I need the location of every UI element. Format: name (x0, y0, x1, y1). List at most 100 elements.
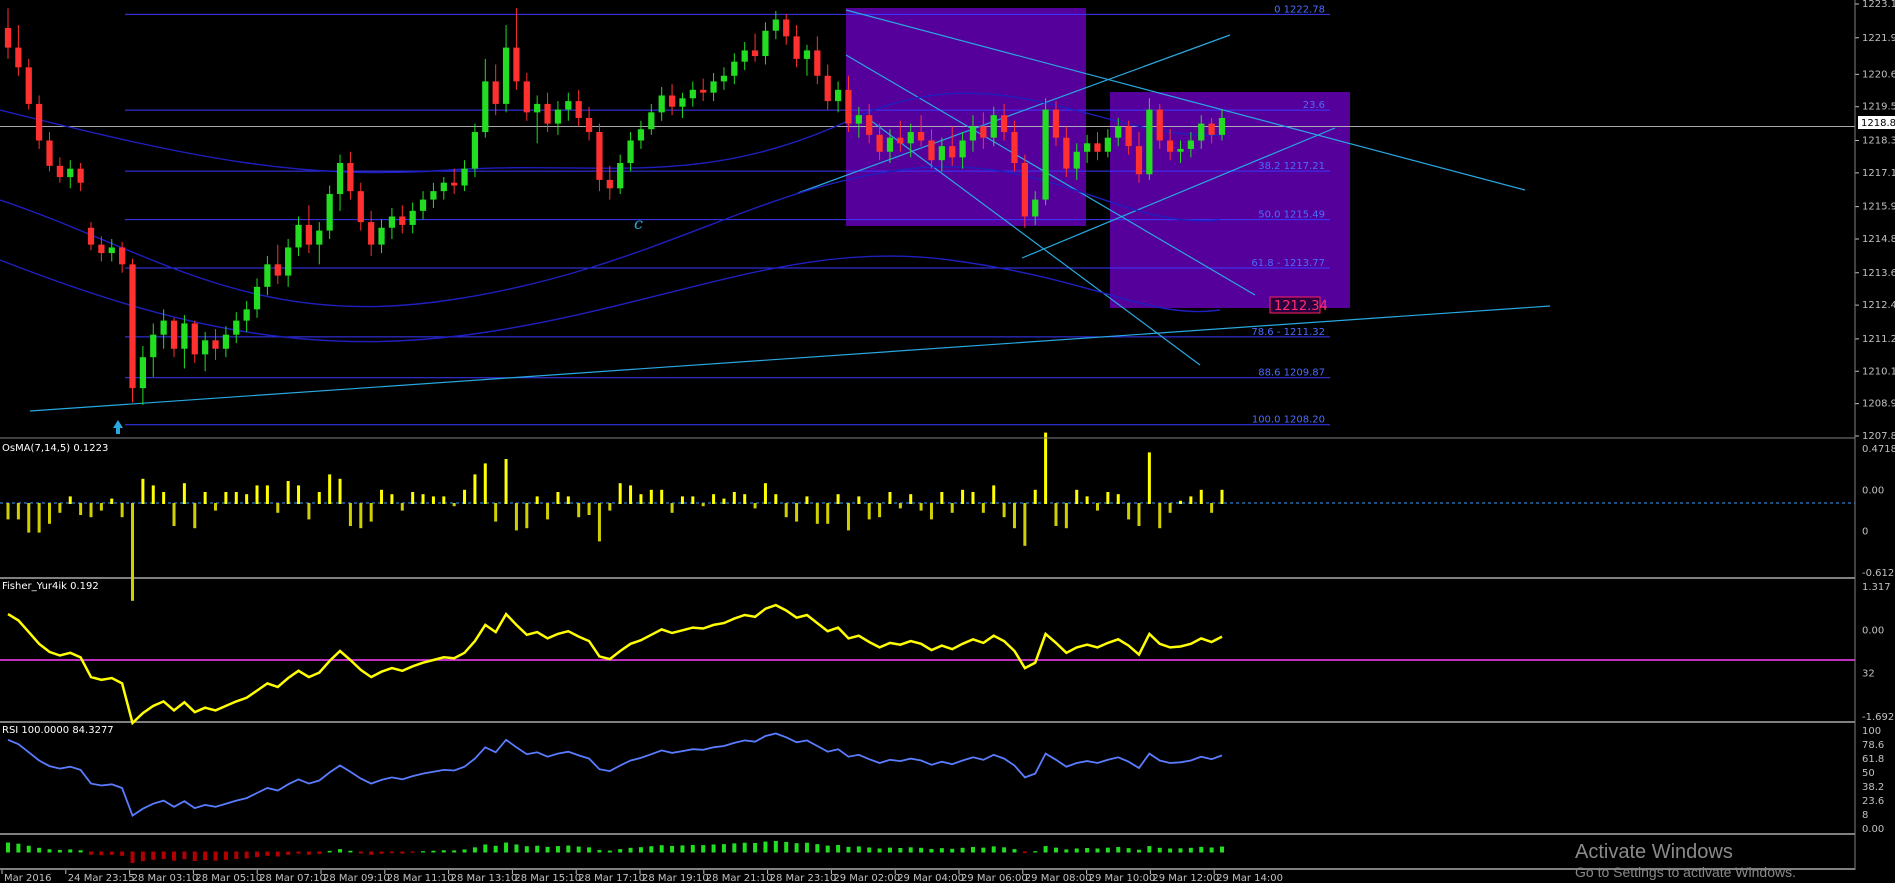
extra-bar (286, 851, 291, 855)
extra-bar (597, 850, 602, 853)
time-tick-label: 29 Mar 02:00 (833, 873, 900, 883)
osma-bar (214, 503, 218, 511)
activate-windows-watermark: Activate Windows Go to Settings to activ… (1575, 841, 1796, 881)
candle-body (1042, 109, 1049, 200)
extra-bar (784, 841, 789, 853)
extra-bar (379, 851, 384, 854)
arrow-up-icon (113, 420, 123, 434)
extra-bar (234, 851, 239, 860)
indicator-axis-label: -0.6129 (1862, 568, 1895, 579)
candle-body (419, 199, 427, 211)
extra-bar (773, 840, 778, 853)
candle-body (513, 47, 520, 82)
candle-body (876, 134, 883, 152)
candle-body (1146, 109, 1153, 175)
time-tick-label: 29 Mar 14:00 (1216, 873, 1283, 883)
osma-bar (1085, 496, 1089, 504)
extra-bar (991, 846, 996, 853)
osma-bar (297, 485, 301, 504)
osma-bar (546, 503, 550, 520)
candle-body (814, 50, 821, 76)
candle-body (834, 89, 842, 102)
indicator-axis-label: 1.317 (1862, 582, 1891, 593)
osma-bar (981, 503, 985, 513)
fib-label: 23.6 (1303, 100, 1325, 111)
indicator-title: RSI 100.0000 84.3277 (2, 725, 114, 736)
osma-bar (286, 481, 290, 504)
candle-body (451, 182, 458, 186)
price-tick-label: 1220.65 (1862, 69, 1895, 80)
extra-bar (804, 842, 809, 853)
candle-body (783, 19, 790, 37)
fib-label: 78.6 - 1211.32 (1251, 327, 1325, 338)
extra-bar (1053, 847, 1058, 853)
extra-bar (981, 847, 986, 853)
extra-bar (1012, 849, 1017, 853)
extra-bar (950, 848, 955, 853)
osma-bar (1012, 503, 1016, 529)
extra-bar (410, 851, 415, 853)
time-tick-label: 29 Mar 08:00 (1025, 873, 1092, 883)
osma-bar (234, 492, 238, 504)
indicator-panels: OsMA(7,14,5) 0.1223 0.4718 0.00 0 -0.6129 Fis… (0, 432, 1895, 870)
candle-body (720, 75, 728, 82)
time-tick-label: 28 Mar 07:10 (259, 873, 326, 883)
candle-body (866, 115, 873, 135)
osma-bar (649, 489, 653, 504)
candle-body (160, 320, 167, 335)
osma-bar (608, 503, 612, 511)
candle-body (803, 50, 811, 59)
candle-body (336, 163, 344, 194)
indicator-axis-label: 23.6 (1862, 796, 1884, 807)
extra-bar (1095, 848, 1100, 853)
osma-bar (1147, 452, 1151, 504)
pending-price-label: 1212.34 (1274, 299, 1328, 314)
candle-body (388, 216, 396, 228)
candle-body (596, 132, 603, 180)
osma-bar (971, 492, 975, 504)
extra-bar (1157, 847, 1162, 853)
candle-body (1135, 146, 1143, 175)
extra-bar (57, 849, 62, 853)
extra-bar (649, 846, 654, 853)
osma-bar (68, 496, 72, 504)
extra-bar (213, 851, 218, 861)
extra-bar (1168, 848, 1173, 853)
osma-bar (151, 485, 155, 504)
extra-bar (1085, 847, 1090, 853)
osma-bar (245, 494, 249, 504)
osma-bar (577, 503, 581, 518)
extra-bar (6, 842, 10, 853)
candle-body (1198, 123, 1205, 141)
candle-body (46, 140, 53, 166)
extra-bar (483, 844, 488, 853)
osma-bar (48, 503, 52, 524)
candle-body (77, 168, 84, 183)
candle-body (108, 247, 115, 254)
candle-body (181, 323, 188, 349)
indicator-axis-label: 8 (1862, 810, 1868, 821)
candle-body (1177, 148, 1184, 152)
osma-bar (660, 489, 664, 504)
candle-body (253, 286, 261, 310)
candle-body (119, 247, 126, 265)
osma-bar (950, 503, 954, 513)
candle-body (897, 137, 904, 144)
trend-line (797, 34, 1231, 194)
fib-label: 61.8 - 1213.77 (1251, 258, 1325, 269)
extra-bar (753, 843, 758, 853)
extra-bar (680, 845, 685, 853)
extra-bar (16, 843, 21, 853)
extra-bar (421, 851, 426, 853)
candle-body (679, 98, 686, 107)
zone-rect-1 (846, 8, 1086, 226)
fib-label: 50.0 1215.49 (1258, 210, 1325, 221)
candle-body (1156, 109, 1163, 141)
candle-body (150, 334, 157, 358)
indicator-axis-label: -1.692 (1862, 712, 1894, 723)
osma-bar (566, 496, 570, 504)
candle-body (772, 19, 779, 31)
extra-bar (867, 847, 872, 853)
extra-bar (846, 846, 851, 853)
